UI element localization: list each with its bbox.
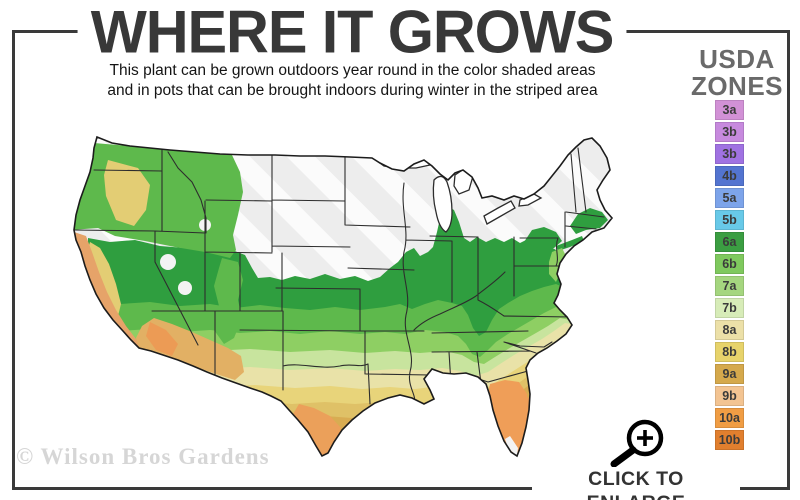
legend-zone-chip: 3b xyxy=(715,122,744,142)
legend-zone-chip: 10b xyxy=(715,430,744,450)
southwest-desert-orange xyxy=(146,322,178,356)
nevada-white-patch xyxy=(178,281,192,295)
legend-zone-chip: 3a xyxy=(715,100,744,120)
legend-zone-chip: 8b xyxy=(715,342,744,362)
legend-zone-chip: 5b xyxy=(715,210,744,230)
usda-zone-legend: 3a 3b 3b 4b 5a 5b 6a 6b 7a 7b 8a 8b 9a 9b 10a 10b xyxy=(715,100,744,452)
florida-orange xyxy=(488,380,529,455)
new-jersey-green xyxy=(549,248,566,282)
rockies-green-finger xyxy=(214,258,243,344)
central-valley-yellow xyxy=(87,242,121,316)
subtitle-line-2: and in pots that can be brought indoors … xyxy=(107,82,598,100)
state-borders xyxy=(74,147,605,405)
page-title: WHERE IT GROWS xyxy=(77,2,627,63)
legend-zone-chip: 9a xyxy=(715,364,744,384)
legend-zone-chip: 7b xyxy=(715,298,744,318)
california-coast-orange xyxy=(74,232,144,348)
legend-zone-chip: 8a xyxy=(715,320,744,340)
legend-zone-chip: 5a xyxy=(715,188,744,208)
us-outline xyxy=(73,135,614,458)
columbia-plateau-tan xyxy=(104,160,150,226)
legend-zone-chip: 10a xyxy=(715,408,744,428)
subtitle-line-1: This plant can be grown outdoors year ro… xyxy=(109,62,596,79)
subtitle: This plant can be grown outdoors year ro… xyxy=(60,61,645,102)
nevada-white-patch xyxy=(160,254,176,270)
legend-zone-chip: 3b xyxy=(715,144,744,164)
legend-zone-chip: 6a xyxy=(715,232,744,252)
magnifier-plus-icon[interactable] xyxy=(598,416,664,472)
watermark: © Wilson Bros Gardens xyxy=(16,444,270,469)
us-zone-map[interactable] xyxy=(50,114,645,470)
legend-zone-chip: 6b xyxy=(715,254,744,274)
long-island-green xyxy=(556,236,584,251)
florida-tip-white xyxy=(505,436,518,456)
legend-zone-chip: 7a xyxy=(715,276,744,296)
legend-zone-chip: 9b xyxy=(715,386,744,406)
legend-zone-chip: 4b xyxy=(715,166,744,186)
usda-zones-label: USDA ZONES xyxy=(690,44,784,102)
click-to-enlarge-button[interactable]: CLICK TO ENLARGE xyxy=(532,467,740,500)
south-texas-orange xyxy=(293,404,341,454)
